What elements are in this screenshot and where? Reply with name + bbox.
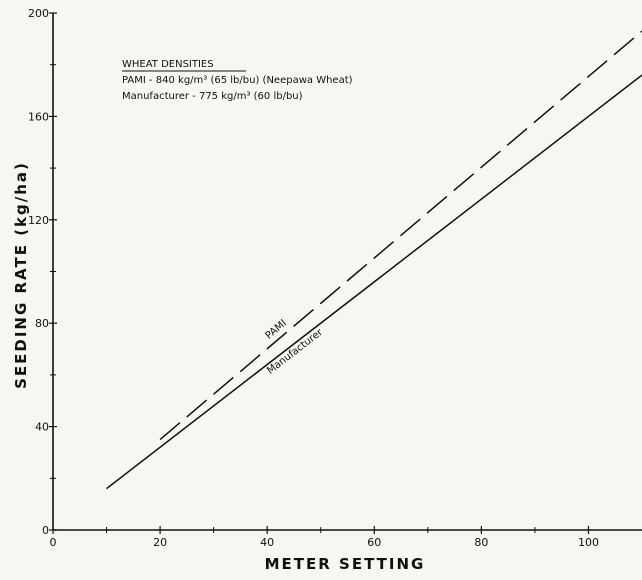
y-tick-label: 40 [35,421,49,434]
y-tick-label: 80 [35,317,49,330]
x-tick-label: 0 [50,536,57,549]
x-tick-label: 60 [367,536,381,549]
x-tick-label: 20 [153,536,167,549]
y-tick-label: 120 [28,214,49,227]
legend-title: WHEAT DENSITIES [122,59,214,70]
x-axis-title: METER SETTING [265,555,426,573]
y-axis-title: SEEDING RATE (kg/ha) [12,161,30,389]
series-line-manufacturer [106,74,642,490]
legend: WHEAT DENSITIES PAMI - 840 kg/m³ (65 lb/… [122,59,353,102]
legend-entry-manufacturer: Manufacturer - 775 kg/m³ (60 lb/bu) [122,91,303,102]
x-tick-label: 40 [260,536,274,549]
x-tick-label: 100 [578,536,599,549]
series-line-pami [159,30,642,441]
series-label-pami: PAMI [264,318,289,342]
legend-entry-pami: PAMI - 840 kg/m³ (65 lb/bu) (Neepawa Whe… [122,75,353,86]
axis-ticks: 0 40 80 120 160 200 0 20 40 60 80 100 [28,7,599,549]
y-tick-label: 160 [28,110,49,123]
y-tick-label: 0 [42,524,49,537]
x-tick-label: 80 [474,536,488,549]
series-lines [106,30,642,490]
y-tick-label: 200 [28,7,49,20]
